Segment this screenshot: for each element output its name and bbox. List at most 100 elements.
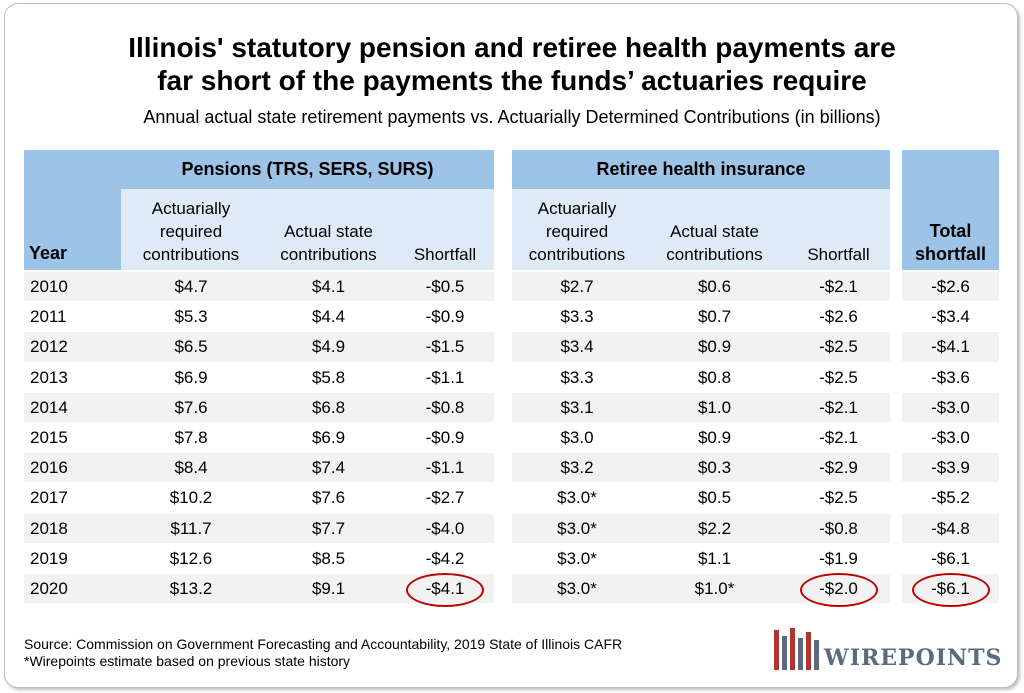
health-actual-header: Actual state contributions (642, 220, 787, 266)
value-cell: $0.5 (697, 488, 732, 508)
value-cell: -$6.1 (931, 548, 970, 568)
table-row: $3.0* $1.1 -$1.9 (512, 544, 890, 574)
value-cell: -$0.5 (425, 277, 465, 296)
value-cell: -$2.1 (819, 427, 858, 447)
value-cell: $7.7 (311, 518, 346, 538)
pensions-table: Year Pensions (TRS, SERS, SURS) Actuaria… (24, 150, 494, 607)
header-text: Total (929, 221, 972, 241)
header-text: Actuarially (151, 199, 231, 218)
value-cell: $1.1 (697, 548, 732, 568)
value-cell: $13.2 (169, 578, 213, 598)
value-cell: -$2.9 (819, 458, 858, 478)
value-cell: $0.7 (697, 307, 732, 327)
health-rows: $2.7 $0.6 -$2.1 $3.3 $0.7 -$2.6 $3.4 $0.9 -$2.5 $… (512, 272, 890, 607)
table-row: $3.0 $0.9 -$2.1 (512, 423, 890, 454)
table-row: $3.4 $0.9 -$2.5 (512, 332, 890, 363)
table-row: -$6.1 (902, 572, 999, 607)
value-cell: $11.7 (170, 518, 212, 538)
value-cell: $0.3 (697, 458, 732, 478)
pensions-rows: 2010 $4.7 $4.1 -$0.5 2011 $5.3 $4.4 -$0.9 2012 $6… (24, 272, 494, 607)
year-cell: 2018 (30, 518, 68, 538)
value-cell: $1.0* (694, 578, 735, 598)
total-table: Total shortfall -$2.6 -$3.4 -$4.1 -$3.6 -$3.… (902, 150, 999, 607)
year-cell: 2019 (30, 548, 68, 568)
total-header: Total shortfall (915, 220, 986, 270)
value-cell: $6.5 (174, 337, 208, 357)
health-group-header: Retiree health insurance (512, 150, 890, 189)
value-cell: -$2.6 (931, 277, 970, 296)
value-cell: $10.2 (169, 488, 213, 508)
value-cell: -$3.6 (931, 367, 970, 387)
year-cell: 2010 (30, 277, 68, 296)
table-row: $3.0* $2.2 -$0.8 (512, 513, 890, 544)
table-row: -$6.1 (902, 544, 999, 574)
header-text: Shortfall (807, 245, 870, 264)
table-row: 2011 $5.3 $4.4 -$0.9 (24, 302, 494, 333)
value-cell: $5.8 (311, 367, 346, 387)
table-row: -$4.1 (902, 332, 999, 363)
table-row: 2018 $11.7 $7.7 -$4.0 (24, 513, 494, 544)
value-cell: -$3.0 (931, 397, 970, 417)
value-cell: $7.4 (311, 458, 346, 478)
value-cell: -$2.0 (819, 578, 858, 598)
value-cell: $3.1 (560, 397, 594, 417)
value-cell: $1.0 (697, 397, 732, 417)
value-cell: -$0.9 (425, 427, 465, 447)
value-cell: -$6.1 (931, 578, 970, 598)
source-line: Source: Commission on Government Forecas… (24, 636, 623, 652)
value-cell: $6.9 (311, 427, 346, 447)
value-cell: $3.3 (560, 307, 594, 327)
title-line-1: Illinois' statutory pension and retiree … (128, 32, 896, 63)
table-row: 2020 $13.2 $9.1 -$4.1 (24, 572, 494, 607)
value-cell: -$4.0 (425, 518, 465, 538)
table-row: -$4.8 (902, 513, 999, 544)
value-cell: -$1.1 (425, 458, 465, 478)
value-cell: -$2.1 (819, 397, 858, 417)
value-cell: -$0.8 (819, 518, 858, 538)
value-cell: -$3.4 (931, 307, 970, 327)
table-row: $3.0* $0.5 -$2.5 (512, 483, 890, 514)
table-row: -$3.0 (902, 392, 999, 423)
health-actuarial-header: Actuarially required contributions (512, 197, 642, 266)
header-text: required (159, 222, 223, 241)
value-cell: -$4.8 (931, 518, 970, 538)
value-cell: -$4.2 (425, 548, 465, 568)
table-row: 2016 $8.4 $7.4 -$1.1 (24, 453, 494, 484)
year-header-cell: Year (24, 150, 121, 270)
table-row: 2015 $7.8 $6.9 -$0.9 (24, 423, 494, 454)
year-cell: 2014 (30, 397, 68, 417)
table-row: 2017 $10.2 $7.6 -$2.7 (24, 483, 494, 514)
table-row: $3.0* $1.0* -$2.0 (512, 572, 890, 607)
pensions-group-label: Pensions (TRS, SERS, SURS) (181, 159, 434, 179)
value-cell: $7.6 (311, 488, 346, 508)
value-cell: $2.2 (697, 518, 732, 538)
value-cell: $0.9 (697, 337, 732, 357)
header-text: Actuarially (537, 199, 617, 218)
value-cell: -$2.5 (819, 337, 858, 357)
year-cell: 2012 (30, 337, 68, 357)
value-cell: $0.6 (697, 277, 732, 296)
table-row: 2019 $12.6 $8.5 -$4.2 (24, 544, 494, 574)
header-text: contributions (280, 245, 377, 264)
value-cell: $12.6 (169, 548, 213, 568)
value-cell: -$2.1 (819, 277, 858, 296)
value-cell: -$3.0 (931, 427, 970, 447)
header-text: Actual state (284, 222, 373, 241)
value-cell: $3.0* (557, 578, 597, 598)
table-row: $2.7 $0.6 -$2.1 (512, 272, 890, 303)
year-cell: 2020 (30, 578, 68, 598)
table-row: -$3.4 (902, 302, 999, 333)
value-cell: $2.7 (560, 277, 594, 296)
table-row: -$2.6 (902, 272, 999, 303)
year-cell: 2011 (30, 307, 67, 327)
year-cell: 2013 (30, 367, 68, 387)
value-cell: $3.2 (560, 458, 594, 478)
value-cell: $6.9 (174, 367, 208, 387)
table-row: -$3.6 (902, 363, 999, 393)
total-rows: -$2.6 -$3.4 -$4.1 -$3.6 -$3.0 -$3.0 -$3.9 -$5.2… (902, 272, 999, 607)
value-cell: $7.8 (174, 427, 208, 447)
table-row: 2010 $4.7 $4.1 -$0.5 (24, 272, 494, 303)
value-cell: $5.3 (174, 307, 208, 327)
wirepoints-logo: WIREPOINTS (772, 626, 1004, 674)
value-cell: $3.4 (560, 337, 594, 357)
